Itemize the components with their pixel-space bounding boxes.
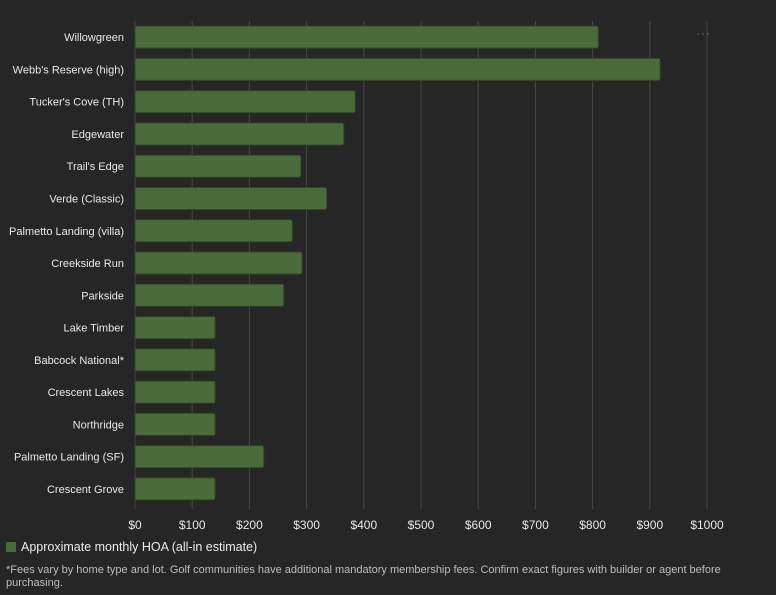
x-tick-label: $900: [636, 518, 663, 532]
y-category-label: Babcock National*: [34, 355, 125, 367]
x-tick-label: $600: [465, 518, 492, 532]
y-category-label: Webb's Reserve (high): [13, 64, 124, 76]
bar[interactable]: [134, 57, 661, 81]
y-category-label: Palmetto Landing (SF): [14, 452, 124, 464]
bar[interactable]: [134, 380, 216, 404]
x-tick-label: $200: [236, 518, 263, 532]
y-category-label: Verde (Classic): [49, 193, 124, 205]
x-tick-label: $700: [522, 518, 549, 532]
legend: Approximate monthly HOA (all-in estimate…: [6, 540, 257, 554]
legend-label: Approximate monthly HOA (all-in estimate…: [21, 540, 258, 554]
bar[interactable]: [134, 154, 302, 178]
bar[interactable]: [134, 477, 216, 501]
more-options-icon[interactable]: ···: [696, 26, 711, 40]
legend-swatch: [6, 542, 16, 552]
y-category-label: Palmetto Landing (villa): [9, 226, 124, 238]
x-tick-label: $100: [179, 518, 206, 532]
y-category-label: Tucker's Cove (TH): [29, 97, 124, 109]
bar[interactable]: [134, 219, 293, 243]
bar[interactable]: [134, 25, 599, 49]
bar[interactable]: [134, 90, 356, 114]
bar[interactable]: [134, 251, 303, 275]
bar[interactable]: [134, 316, 216, 340]
footnote: *Fees vary by home type and lot. Golf co…: [6, 564, 721, 589]
bar[interactable]: [134, 122, 345, 146]
bar[interactable]: [134, 186, 328, 210]
y-category-label: Crescent Lakes: [48, 387, 125, 399]
x-tick-label: $500: [408, 518, 435, 532]
x-tick-label: $800: [579, 518, 606, 532]
y-category-label: Northridge: [73, 419, 124, 431]
x-tick-label: $1000: [690, 518, 724, 532]
y-category-label: Trail's Edge: [67, 161, 124, 173]
bar-chart: $0 $100 $200 $300 $400 $500 $600 $700 $800 $900 $1…: [9, 21, 724, 532]
y-category-label: Crescent Grove: [47, 484, 124, 496]
y-category-label: Willowgreen: [64, 32, 124, 44]
y-category-label: Edgewater: [71, 129, 124, 141]
x-tick-label: $0: [128, 518, 142, 532]
bar[interactable]: [134, 445, 265, 469]
bar[interactable]: [134, 283, 285, 307]
y-category-label: Parkside: [81, 290, 124, 302]
bar[interactable]: [134, 412, 216, 436]
x-tick-label: $400: [350, 518, 377, 532]
y-category-label: Creekside Run: [51, 258, 124, 270]
bar[interactable]: [134, 348, 216, 372]
x-tick-label: $300: [293, 518, 320, 532]
y-category-label: Lake Timber: [63, 323, 124, 335]
